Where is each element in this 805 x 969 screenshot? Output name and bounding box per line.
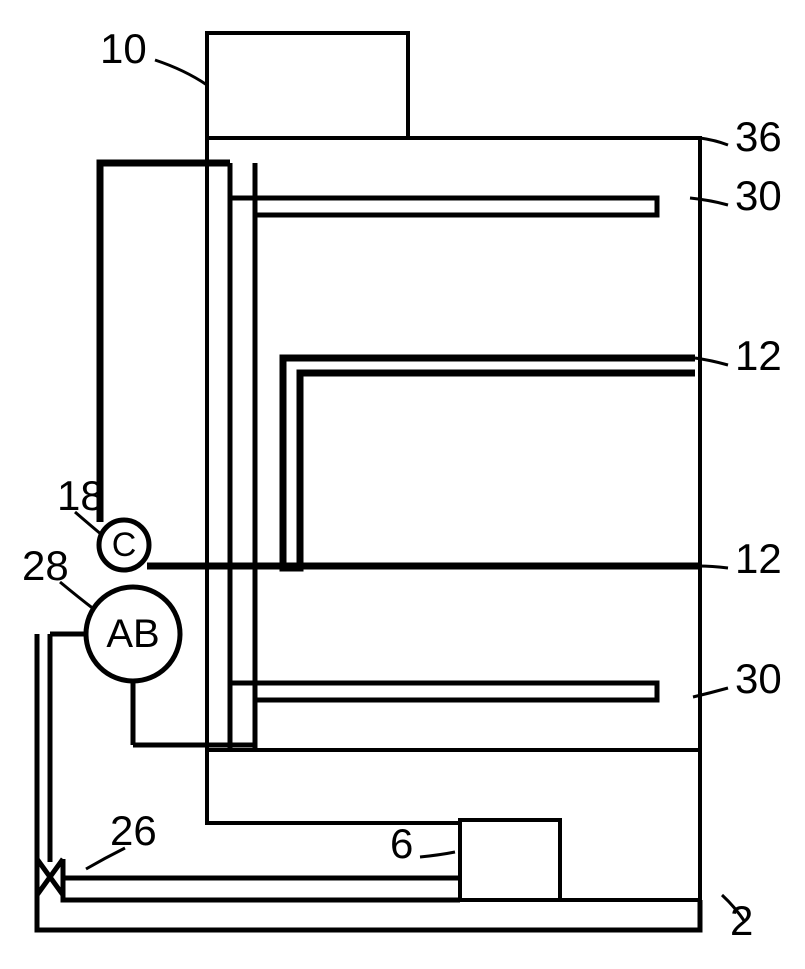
leader-30-upper (690, 198, 728, 205)
label-10: 10 (100, 25, 147, 72)
element-12 (283, 358, 695, 568)
line-36 (100, 163, 230, 522)
upper-spray-30 (230, 170, 657, 215)
leader-10 (155, 60, 207, 85)
leader-12-lower (698, 566, 728, 568)
sump-channel (63, 878, 460, 900)
box-6 (460, 820, 560, 900)
leader-6 (420, 852, 455, 857)
schematic-diagram: C AB 10 36 30 12 18 28 12 30 26 6 2 (0, 0, 805, 969)
pump-c-label: C (112, 526, 137, 564)
label-12-lower: 12 (735, 535, 782, 582)
top-box-10 (207, 33, 408, 138)
label-30-upper: 30 (735, 172, 782, 219)
label-26: 26 (110, 807, 157, 854)
label-12-upper: 12 (735, 332, 782, 379)
label-2: 2 (730, 897, 753, 944)
leader-36 (700, 138, 728, 145)
valve-26 (37, 859, 63, 895)
label-30-lower: 30 (735, 655, 782, 702)
lower-spray-30 (230, 683, 657, 745)
label-36: 36 (735, 113, 782, 160)
pump-ab-label: AB (106, 612, 159, 656)
label-6: 6 (390, 820, 413, 867)
label-18: 18 (57, 472, 104, 519)
label-28: 28 (22, 542, 69, 589)
